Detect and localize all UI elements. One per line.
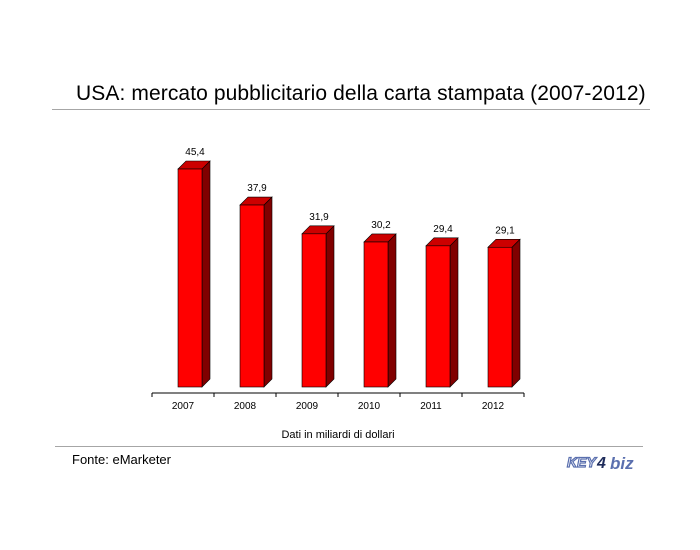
chart-title: USA: mercato pubblicitario della carta s… (76, 82, 646, 105)
bar-side-2011 (449, 237, 459, 388)
bar-2011 (425, 245, 451, 388)
source-note: Fonte: eMarketer (72, 452, 171, 467)
bar-2008 (239, 204, 265, 388)
key4biz-logo: KEY 4 biz (566, 453, 634, 473)
chart-caption: Dati in miliardi di dollari (281, 429, 395, 441)
data-label-2012: 29,1 (495, 225, 515, 236)
bar-chart: 45,4 2007 37,9 2008 31,9 2009 30,2 2010 29,4 2011… (151, 147, 525, 412)
title-divider (52, 109, 650, 110)
data-label-2009: 31,9 (309, 212, 329, 223)
x-tick-label-2007: 2007 (172, 401, 195, 412)
x-tick-label-2008: 2008 (234, 401, 257, 412)
bar-side-2012 (511, 238, 521, 388)
bar-side-2007 (201, 160, 211, 388)
x-tick-label-2012: 2012 (482, 401, 505, 412)
logo-biz-text: biz (610, 454, 634, 473)
data-label-2007: 45,4 (185, 147, 205, 158)
bar-2010 (363, 241, 389, 388)
data-label-2011: 29,4 (433, 224, 453, 235)
bar-2007 (177, 168, 203, 388)
bar-2012 (487, 246, 513, 388)
bar-2009 (301, 233, 327, 388)
data-label-2010: 30,2 (371, 220, 391, 231)
bar-side-2009 (325, 225, 335, 388)
x-tick-label-2009: 2009 (296, 401, 319, 412)
logo-4-text: 4 (596, 455, 606, 472)
data-label-2008: 37,9 (247, 183, 267, 194)
logo-key-text: KEY (567, 454, 597, 470)
bar-side-2010 (387, 233, 397, 388)
footer-divider (55, 446, 643, 447)
bar-side-2008 (263, 196, 273, 388)
x-tick-label-2010: 2010 (358, 401, 381, 412)
x-tick-label-2011: 2011 (420, 401, 442, 412)
